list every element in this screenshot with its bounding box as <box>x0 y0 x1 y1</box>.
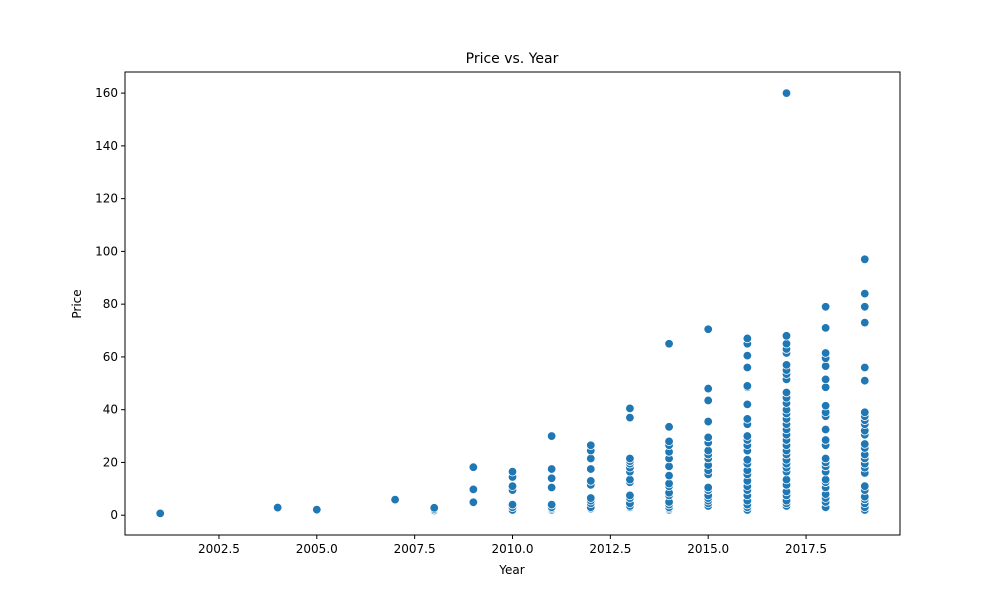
y-tick-label: 0 <box>110 508 118 522</box>
data-point <box>781 331 792 341</box>
x-tick-label: 2012.5 <box>589 542 631 556</box>
data-point <box>586 453 596 464</box>
data-point <box>586 476 596 486</box>
data-point <box>781 387 792 398</box>
data-point <box>507 481 518 491</box>
data-point <box>820 424 831 435</box>
data-point <box>820 401 831 411</box>
data-point <box>703 383 713 394</box>
y-tick-label: 80 <box>103 297 118 311</box>
data-point <box>742 414 753 424</box>
x-tick-label: 2007.5 <box>394 542 436 556</box>
data-point <box>820 348 831 358</box>
x-tick-label: 2017.5 <box>785 542 827 556</box>
data-point <box>664 461 674 472</box>
data-point <box>781 88 792 98</box>
x-tick-label: 2002.5 <box>198 542 240 556</box>
data-point <box>586 493 596 503</box>
data-point <box>860 362 870 373</box>
data-point <box>742 350 753 361</box>
data-point <box>781 474 792 485</box>
data-point <box>625 403 635 414</box>
x-tick-label: 2010.0 <box>492 542 534 556</box>
data-point <box>860 375 870 386</box>
x-axis-ticks: 2002.5 2005.0 2007.5 2010.0 2012.5 2015.0 2017… <box>198 535 827 556</box>
data-point <box>546 473 557 483</box>
data-point <box>860 407 870 418</box>
data-point <box>703 395 713 406</box>
x-axis-label: Year <box>498 563 524 577</box>
data-point <box>625 453 635 464</box>
data-point <box>820 474 831 485</box>
data-point <box>820 374 831 385</box>
data-point <box>820 323 831 333</box>
data-point <box>820 382 831 392</box>
data-point <box>468 484 479 495</box>
data-point <box>546 499 557 510</box>
data-point <box>742 381 753 391</box>
data-point <box>860 481 870 491</box>
data-point <box>703 432 713 443</box>
data-point <box>507 466 518 477</box>
y-tick-label: 100 <box>95 244 118 258</box>
data-point <box>546 482 557 493</box>
data-point <box>742 455 753 465</box>
points-layer <box>155 88 870 519</box>
y-tick-label: 140 <box>95 139 118 153</box>
y-tick-label: 60 <box>103 350 118 364</box>
data-point <box>429 503 439 513</box>
data-point <box>468 497 479 507</box>
data-point <box>272 502 283 513</box>
data-point <box>742 362 753 373</box>
data-point <box>586 440 596 451</box>
data-point <box>664 436 674 447</box>
data-point <box>860 317 870 328</box>
chart-title: Price vs. Year <box>466 51 559 67</box>
data-point <box>625 412 635 423</box>
data-point <box>625 490 635 501</box>
data-point <box>860 302 870 312</box>
data-point <box>586 464 596 474</box>
y-tick-label: 20 <box>103 455 118 469</box>
data-point <box>860 254 870 265</box>
data-point <box>664 339 674 349</box>
y-axis-label: Price <box>70 289 84 318</box>
data-point <box>155 508 165 519</box>
data-point <box>664 478 674 489</box>
data-point <box>820 435 831 445</box>
data-point <box>781 339 792 349</box>
data-point <box>468 462 479 472</box>
data-point <box>781 360 792 370</box>
data-point <box>820 361 831 371</box>
data-point <box>703 482 713 493</box>
data-point <box>546 431 557 441</box>
data-point <box>860 288 870 299</box>
data-point <box>860 439 870 449</box>
data-point <box>703 324 713 334</box>
data-point <box>664 422 674 432</box>
data-point <box>742 399 753 410</box>
data-point <box>742 333 753 344</box>
data-point <box>312 504 322 515</box>
y-tick-label: 120 <box>95 192 118 206</box>
data-point <box>625 474 635 485</box>
data-point <box>507 499 518 510</box>
data-point <box>390 494 400 505</box>
x-tick-label: 2005.0 <box>296 542 338 556</box>
y-axis-ticks: 0 20 40 60 80 100 120 140 160 <box>95 86 125 522</box>
data-point <box>703 445 713 456</box>
data-point <box>664 470 674 481</box>
data-point <box>546 464 557 474</box>
data-point <box>820 302 831 312</box>
data-point <box>703 416 713 427</box>
data-point <box>742 431 753 441</box>
y-tick-label: 160 <box>95 86 118 100</box>
y-tick-label: 40 <box>103 403 118 417</box>
data-point <box>820 453 831 464</box>
x-tick-label: 2015.0 <box>687 542 729 556</box>
